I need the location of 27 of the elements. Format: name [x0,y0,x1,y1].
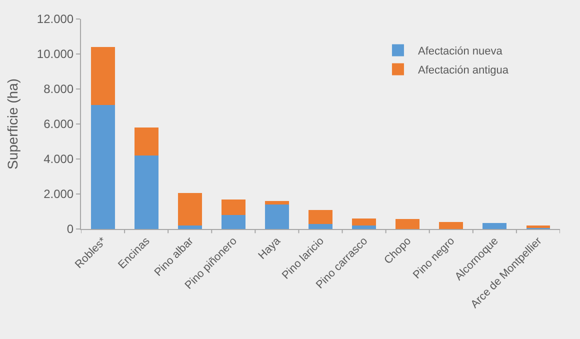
y-tick-label: 0 [66,222,74,236]
bar [264,204,289,229]
bar [221,215,246,229]
bar [178,226,202,229]
bar [308,224,332,229]
y-tick-label: 2.000 [44,187,74,202]
y-tick-label: 10.000 [36,47,74,62]
y-tick-label: 6.000 [44,117,74,132]
bar [134,156,158,229]
y-tick-label: 8.000 [44,82,74,96]
bar [352,218,376,226]
bar [264,201,289,204]
bar [308,210,332,224]
y-axis-title: Superficie (ha) [4,78,20,170]
bar [90,47,115,105]
bar [90,104,115,229]
bar [352,226,376,229]
bar [134,128,158,156]
bar [482,222,507,229]
legend-label: Afectación antigua [418,64,510,77]
bar [396,218,420,229]
y-tick-label: 12.000 [36,12,74,26]
y-tick-label: 4.000 [44,152,74,166]
legend-label: Afectación nueva [418,46,504,58]
bar [221,199,246,215]
bar [178,193,202,226]
bar [439,222,464,229]
